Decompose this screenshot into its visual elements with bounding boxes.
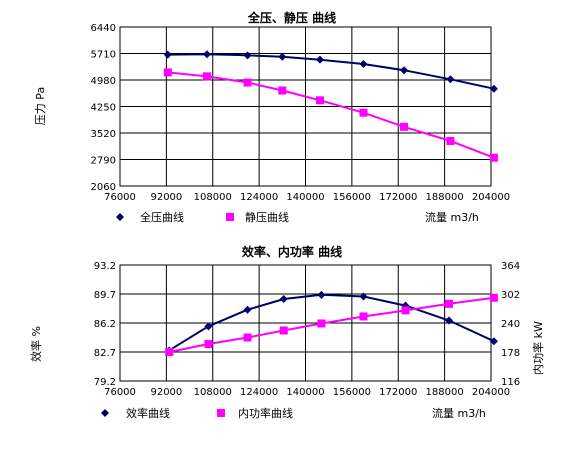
chart-1-xtick-label: 92000: [150, 192, 182, 203]
chart-2-series-0-point-1: [204, 322, 213, 331]
chart-1-xtick-label: 204000: [472, 192, 510, 203]
chart-2-ytick-label: 93.2: [94, 261, 116, 272]
chart-2-legend-marker-1: [217, 409, 225, 417]
chart-1-title: 全压、静压 曲线: [247, 10, 336, 25]
chart-1-series-0-point-6: [400, 66, 409, 75]
chart-1-legend: 全压曲线 静压曲线 流量 m3/h: [116, 210, 479, 224]
chart-1-xtick-label: 140000: [286, 192, 324, 203]
chart-1-xlabel: 流量 m3/h: [425, 210, 479, 224]
chart-2-xtick-label: 156000: [333, 387, 371, 398]
chart-1-series-0-point-7: [446, 75, 455, 84]
chart-2-series-1-point-3: [279, 326, 288, 335]
chart-2-series-0-point-3: [279, 294, 288, 303]
chart-2-ytick-label: 79.2: [94, 377, 116, 388]
chart-2-series-0-point-5: [359, 292, 368, 301]
chart-1-ytick-label: 3520: [91, 129, 116, 140]
chart-2-xtick-label: 140000: [286, 387, 324, 398]
chart-1-ytick-label: 5710: [91, 50, 116, 61]
chart-2-y2tick-label: 116: [501, 377, 520, 388]
chart-1-series-0-point-1: [202, 50, 211, 59]
chart-1-series-0-point-0: [163, 50, 172, 59]
chart-1-series-1-point-5: [359, 108, 368, 117]
chart-1-xtick-label: 76000: [104, 192, 136, 203]
chart-2-legend-marker-0: [101, 409, 109, 417]
chart-1-series-0-point-4: [315, 55, 324, 64]
chart-2: 效率、内功率 曲线 79.2 82.7 86.2 89.7 93.2 116 178 240…: [29, 244, 545, 420]
chart-1-legend-label-1: 静压曲线: [245, 210, 289, 224]
chart-1-series-0-point-2: [243, 51, 252, 60]
chart-2-xtick-label: 124000: [240, 387, 278, 398]
chart-2-y2tick-label: 178: [501, 348, 520, 359]
chart-1-series-0-point-8: [489, 84, 498, 93]
chart-2-y2tick-label: 364: [501, 261, 520, 272]
chart-2-title: 效率、内功率 曲线: [242, 244, 342, 259]
chart-2-ytick-label: 89.7: [94, 290, 116, 301]
chart-1-xtick-label: 188000: [426, 192, 464, 203]
chart-1-xtick-label: 156000: [333, 192, 371, 203]
chart-1-series-1-point-7: [446, 136, 455, 145]
chart-2-legend-label-0: 效率曲线: [126, 406, 170, 420]
chart-2-xtick-label: 204000: [472, 387, 510, 398]
chart-1-ytick-label: 4250: [91, 103, 116, 114]
chart-2-series-1-point-1: [204, 340, 213, 349]
chart-2-series-1-point-2: [243, 333, 252, 342]
chart-2-series-0-point-4: [317, 290, 326, 299]
chart-2-series-1-point-4: [317, 319, 326, 328]
chart-2-legend: 效率曲线 内功率曲线 流量 m3/h: [101, 406, 486, 420]
chart-1-legend-label-0: 全压曲线: [140, 210, 184, 224]
chart-2-xtick-label: 76000: [104, 387, 136, 398]
chart-2-ytick-label: 82.7: [94, 348, 116, 359]
chart-1-legend-marker-0: [116, 213, 124, 221]
chart-1-xtick-label: 124000: [240, 192, 278, 203]
chart-2-series-0-point-8: [489, 337, 498, 346]
chart-2-series-0-point-7: [444, 316, 453, 325]
chart-2-y2tick-label: 240: [501, 319, 520, 330]
chart-2-series-1-point-7: [444, 299, 453, 308]
chart-2-ytick-label: 86.2: [94, 319, 116, 330]
chart-1-ylabel: 压力 Pa: [34, 87, 47, 125]
chart-1-series-0-point-5: [359, 60, 368, 69]
chart-2-legend-label-1: 内功率曲线: [238, 406, 293, 420]
chart-1: 全压、静压 曲线 2060 2790 3520 4250 4980 5710 6440 76…: [34, 10, 510, 224]
chart-1-ytick-label: 6440: [91, 23, 116, 34]
chart-2-xtick-label: 92000: [150, 387, 182, 398]
chart-1-ytick-label: 2790: [91, 156, 116, 167]
chart-2-xtick-label: 108000: [194, 387, 232, 398]
chart-2-y2label: 内功率 kW: [531, 321, 545, 375]
chart-1-legend-marker-1: [226, 213, 234, 221]
chart-1-xtick-label: 172000: [379, 192, 417, 203]
chart-2-series-1-point-5: [359, 312, 368, 321]
chart-2-xtick-label: 172000: [379, 387, 417, 398]
chart-2-y2tick-label: 302: [501, 290, 520, 301]
chart-2-series-1-point-0: [165, 348, 174, 356]
chart-2-xtick-label: 188000: [426, 387, 464, 398]
chart-2-xlabel: 流量 m3/h: [432, 406, 486, 420]
chart-1-series-1-point-0: [163, 68, 172, 77]
chart-1-series-1-point-1: [202, 72, 211, 81]
chart-1-series-1-point-8: [489, 153, 498, 162]
chart-2-ylabel: 效率 %: [29, 326, 43, 362]
chart-1-series-0-point-3: [278, 52, 287, 61]
chart-1-series-1-point-3: [278, 86, 287, 95]
chart-2-series-1-point-8: [489, 293, 498, 302]
chart-1-xtick-label: 108000: [194, 192, 232, 203]
chart-1-series-1-point-2: [243, 78, 252, 87]
chart-1-series-1-point-4: [315, 96, 324, 105]
chart-2-series-1-point-6: [401, 306, 410, 315]
chart-1-ytick-label: 2060: [91, 182, 116, 193]
chart-1-ytick-label: 4980: [91, 76, 116, 87]
chart-1-series-1-point-6: [400, 122, 409, 131]
chart-2-series-0-point-2: [243, 305, 252, 314]
